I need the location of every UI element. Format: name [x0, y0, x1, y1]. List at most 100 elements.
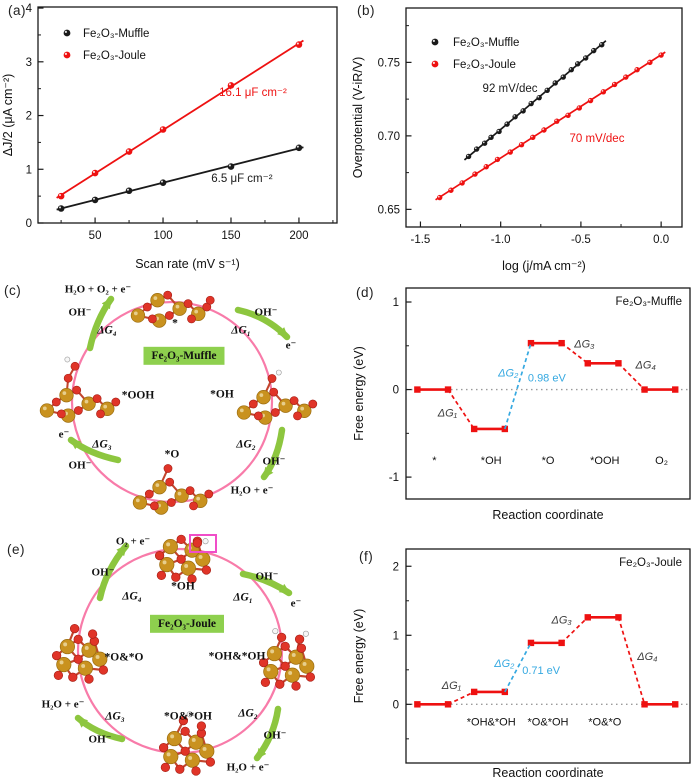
reagent-oh-bottom-left: OH⁻ [68, 459, 92, 472]
svg-text:Free energy (eV): Free energy (eV) [352, 346, 366, 440]
catalyst-label-muffle: Fe₂O₃-Muffle [143, 346, 225, 366]
active-site-highlight-box [189, 534, 217, 553]
svg-text:0.75: 0.75 [378, 57, 400, 69]
reagent-oh-bottom-right: OH⁻ [263, 729, 287, 742]
svg-text:*O&*O: *O&*O [588, 717, 621, 729]
green-arrow-2 [260, 426, 286, 481]
svg-text:0.98 eV: 0.98 eV [528, 373, 567, 385]
free-energy-chart-joule: 0 1 2 Reaction coordinate Free energy (eV) Fe… [352, 548, 691, 780]
svg-text:150: 150 [221, 230, 240, 242]
reagent-oh-bottom-left: OH⁻ [88, 733, 112, 746]
svg-text:ΔG₂: ΔG₂ [497, 367, 519, 379]
plot-chart-b: -1.5 -1.0 -0.5 0.0 0.65 0.70 0.75 log (j/mA cm⁻… [351, 7, 683, 273]
svg-text:2: 2 [393, 561, 399, 573]
svg-text:0.0: 0.0 [653, 234, 669, 246]
state-label-star: * [172, 317, 178, 330]
svg-text:ΔG₃: ΔG₃ [573, 339, 595, 351]
state-label-o-o: *O&*O [104, 651, 144, 664]
catalyst-label-joule: Fe₂O₃-Joule [150, 614, 224, 634]
panel-tag-a: (a) [8, 3, 26, 18]
svg-text:*OH: *OH [481, 455, 502, 467]
svg-text:ΔG₂: ΔG₂ [493, 658, 515, 670]
electron-label-top-right: e⁻ [285, 339, 297, 352]
product-label-o2-e: O₂ + e⁻ [115, 535, 151, 548]
green-arrow-1 [234, 306, 291, 341]
green-arrow-4 [96, 542, 130, 602]
dg1-label: ΔG₁ [233, 591, 253, 604]
svg-text:ΔG₄: ΔG₄ [635, 360, 656, 372]
cycle-joule-graphics [51, 534, 316, 776]
svg-text:0: 0 [393, 699, 399, 711]
reagent-oh-top-left: OH⁻ [68, 306, 92, 319]
svg-text:ΔJ/2 (μA cm⁻²): ΔJ/2 (μA cm⁻²) [1, 74, 15, 157]
molecule-ooh [39, 356, 121, 423]
svg-text:92 mV/dec: 92 mV/dec [483, 83, 538, 95]
series-1 [435, 51, 666, 201]
svg-text:0.65: 0.65 [378, 204, 400, 216]
svg-text:Fe₂O₃-Muffle: Fe₂O₃-Muffle [83, 28, 149, 40]
reagent-oh-top-right: OH⁻ [254, 306, 278, 319]
svg-text:16.1 μF cm⁻²: 16.1 μF cm⁻² [219, 87, 287, 99]
cycle-diagram-joule: O₂ + e⁻ OH⁻ ΔG₄ *OH OH⁻ ΔG₁ e⁻ Fe₂O₃-Jou… [0, 525, 349, 781]
electron-label-top-right: e⁻ [290, 597, 302, 610]
svg-text:*: * [432, 455, 437, 467]
svg-text:-1.5: -1.5 [411, 234, 431, 246]
cycle-muffle-graphics [39, 290, 318, 515]
svg-text:O₂: O₂ [655, 455, 668, 467]
series-0 [463, 40, 607, 161]
svg-text:*OH&*OH: *OH&*OH [467, 717, 516, 729]
svg-text:*O&*OH: *O&*OH [528, 717, 569, 729]
panel-tag-f: (f) [359, 549, 374, 564]
svg-text:-1.0: -1.0 [491, 234, 511, 246]
svg-text:0: 0 [393, 385, 399, 397]
panel-tag-d: (d) [356, 285, 374, 300]
svg-text:*OOH: *OOH [590, 455, 619, 467]
state-label-oh: *OH [171, 580, 195, 593]
product-label-h2o-e: H₂O + e⁻ [230, 484, 274, 497]
panel-tag-b: (b) [357, 3, 375, 18]
state-label-o-oh: *O&*OH [164, 710, 212, 723]
state-label-oh-oh: *OH&*OH [208, 650, 266, 663]
svg-text:Fe₂O₃-Joule: Fe₂O₃-Joule [619, 557, 682, 569]
svg-text:Reaction coordinate: Reaction coordinate [492, 766, 603, 780]
molecule-oh-oh [258, 628, 316, 691]
svg-text:ΔG₁: ΔG₁ [441, 680, 462, 692]
dg4-label: ΔG₄ [97, 324, 117, 337]
svg-text:Free energy (eV): Free energy (eV) [352, 609, 366, 703]
svg-text:1: 1 [393, 297, 399, 309]
svg-text:0.70: 0.70 [378, 131, 400, 143]
dg1-label: ΔG₁ [231, 324, 251, 337]
capacitance-chart: 50 100 150 200 0 1 2 3 4 Scan rate (mV s⁻¹) ΔJ/2 (… [1, 3, 338, 271]
green-arrow-3 [67, 436, 122, 464]
tafel-chart: -1.5 -1.0 -0.5 0.0 0.65 0.70 0.75 log (j/mA cm⁻… [351, 7, 683, 273]
svg-text:50: 50 [89, 230, 102, 242]
svg-text:ΔG₃: ΔG₃ [550, 615, 572, 627]
svg-text:Scan rate (mV s⁻¹): Scan rate (mV s⁻¹) [135, 257, 240, 271]
series-1 [56, 39, 304, 200]
dg4-label: ΔG₄ [122, 590, 142, 603]
svg-text:ΔG₁: ΔG₁ [437, 408, 458, 420]
molecule-o [132, 464, 214, 515]
product-label-h2o-e-left: H₂O + e⁻ [41, 698, 85, 711]
reagent-oh-bottom-right: OH⁻ [262, 455, 286, 468]
molecule-oh-top [154, 534, 212, 584]
dg3-label: ΔG₃ [105, 710, 125, 723]
panel-tag-e: (e) [7, 542, 25, 557]
product-label-h2o-e-right: H₂O + e⁻ [226, 761, 270, 774]
green-arrow-2 [253, 705, 282, 762]
svg-text:Reaction coordinate: Reaction coordinate [492, 508, 603, 522]
svg-text:6.5 μF cm⁻²: 6.5 μF cm⁻² [211, 173, 272, 185]
green-arrow-1 [239, 570, 293, 597]
svg-text:Fe₂O₃-Joule: Fe₂O₃-Joule [83, 50, 146, 62]
product-label-h2o-o2-e: H₂O + O₂ + e⁻ [64, 283, 132, 296]
svg-text:3: 3 [26, 57, 32, 69]
green-arrow-3 [74, 714, 126, 743]
plot-chart-d: -1 0 1 Reaction coordinate Free energy (eV) F… [352, 287, 691, 522]
svg-text:200: 200 [289, 230, 308, 242]
state-label-o: *O [164, 448, 180, 461]
svg-text:*O: *O [542, 455, 555, 467]
cycle-diagram-muffle: H₂O + O₂ + e⁻ OH⁻ ΔG₄ * OH⁻ ΔG₁ e⁻ Fe₂O₃… [0, 280, 349, 525]
reagent-oh-top-right: OH⁻ [255, 570, 279, 583]
svg-text:-1: -1 [389, 472, 399, 484]
state-label-oh: *OH [210, 388, 234, 401]
